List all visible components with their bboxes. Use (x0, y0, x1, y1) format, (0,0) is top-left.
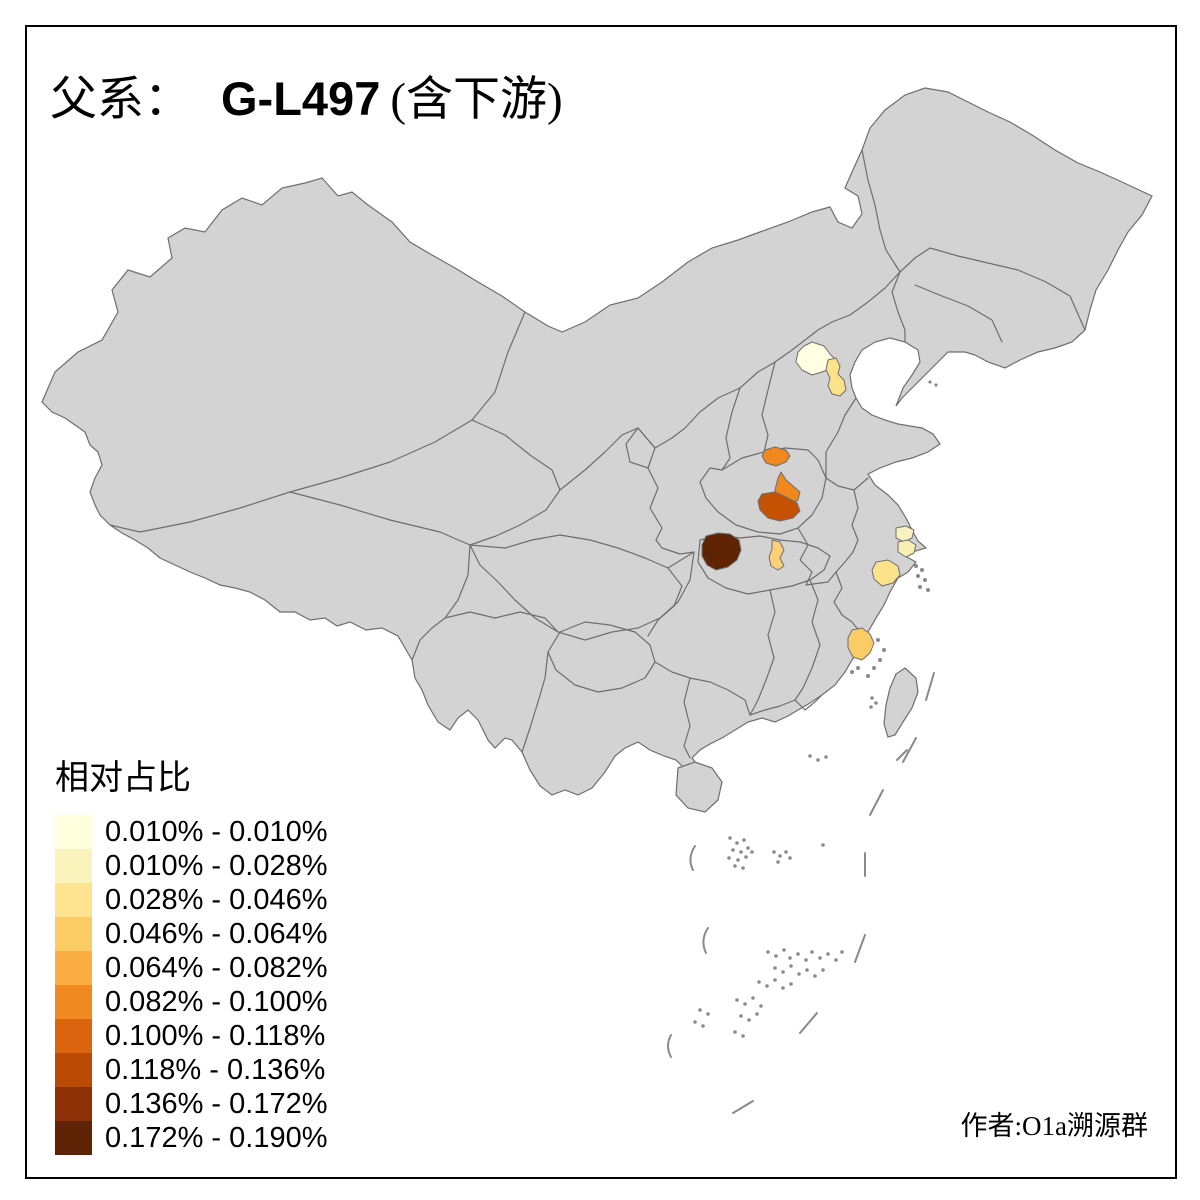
region-fujian-coast (847, 627, 875, 661)
legend-title: 相对占比 (55, 760, 191, 797)
region-henan-southwest (757, 491, 801, 522)
legend-label: 0.046% - 0.064% (105, 917, 328, 950)
taiwan-island-shape (883, 667, 919, 738)
maritime-boundary-dashes (667, 672, 935, 1114)
legend-label: 0.010% - 0.028% (105, 849, 328, 882)
page-title: 父系： G-L497 (含下游) (50, 60, 563, 129)
legend-row: 0.010% - 0.028% (55, 849, 327, 883)
legend-swatch (55, 951, 92, 985)
legend-swatch (55, 985, 92, 1019)
legend-row: 0.136% - 0.172% (55, 1087, 327, 1121)
legend-row: 0.118% - 0.136% (55, 1053, 327, 1087)
legend-label: 0.028% - 0.046% (105, 883, 328, 916)
legend-label: 0.118% - 0.136% (105, 1053, 326, 1086)
legend-row: 0.028% - 0.046% (55, 883, 327, 917)
legend-label: 0.136% - 0.172% (105, 1087, 328, 1120)
legend-label: 0.010% - 0.010% (105, 815, 328, 848)
small-islands (693, 380, 938, 1038)
title-haplogroup: G-L497 (221, 72, 381, 125)
legend-swatch (55, 849, 92, 883)
legend-swatch (55, 1121, 92, 1155)
legend-label: 0.064% - 0.082% (105, 951, 328, 984)
legend-swatch (55, 815, 92, 849)
region-beijing (795, 341, 837, 376)
legend-label: 0.100% - 0.118% (105, 1019, 326, 1052)
mainland-china-shape (41, 87, 1153, 796)
legend-swatch (55, 917, 92, 951)
region-hubei-west (701, 532, 742, 571)
province-borders (109, 149, 1086, 759)
author-attribution: 作者:O1a溯源群 (960, 1111, 1148, 1141)
region-jiangsu-nantong (895, 525, 915, 543)
legend-rows: 0.010% - 0.010% 0.010% - 0.028% 0.028% -… (55, 815, 327, 1155)
legend-row: 0.064% - 0.082% (55, 951, 327, 985)
legend-row: 0.046% - 0.064% (55, 917, 327, 951)
legend-row: 0.082% - 0.100% (55, 985, 327, 1019)
title-lineage-label: 父系： (50, 74, 191, 126)
region-hubei-center (768, 539, 785, 571)
legend-row: 0.100% - 0.118% (55, 1019, 327, 1053)
map-legend: 相对占比 0.010% - 0.010% 0.010% - 0.028% 0.0… (55, 750, 327, 1155)
legend-swatch (55, 1087, 92, 1121)
region-henan-north (761, 446, 791, 467)
legend-swatch (55, 883, 92, 917)
region-shanghai (897, 539, 917, 558)
legend-swatch (55, 1019, 92, 1053)
legend-row: 0.172% - 0.190% (55, 1121, 327, 1155)
legend-label: 0.172% - 0.190% (105, 1121, 328, 1154)
legend-label: 0.082% - 0.100% (105, 985, 328, 1018)
legend-row: 0.010% - 0.010% (55, 815, 327, 849)
region-tianjin (825, 357, 847, 397)
colored-regions (701, 341, 917, 661)
region-zhejiang-north (871, 559, 901, 587)
plot-frame (25, 25, 1177, 1179)
legend-swatch (55, 1053, 92, 1087)
hainan-island-shape (675, 761, 723, 813)
title-qualifier: (含下游) (390, 74, 563, 126)
